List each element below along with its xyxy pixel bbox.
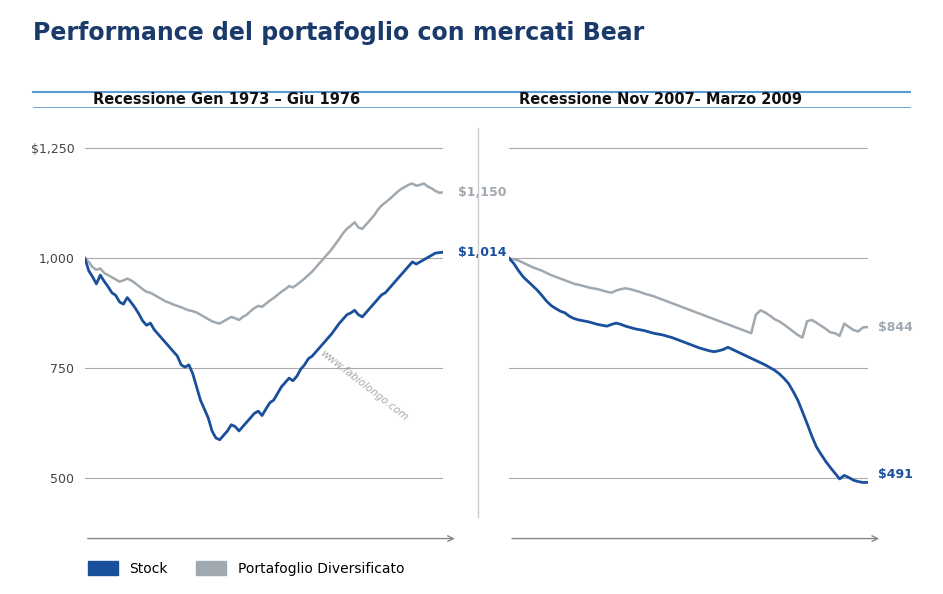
Legend: Stock, Portafoglio Diversificato: Stock, Portafoglio Diversificato	[82, 555, 409, 581]
Text: $1,150: $1,150	[457, 186, 506, 199]
Text: Recessione Nov 2007- Marzo 2009: Recessione Nov 2007- Marzo 2009	[519, 92, 802, 108]
Text: Recessione Gen 1973 – Giu 1976: Recessione Gen 1973 – Giu 1976	[92, 92, 360, 108]
Text: $1,014: $1,014	[457, 246, 506, 259]
Text: $491: $491	[878, 468, 913, 481]
Text: www.fabiolongo.com: www.fabiolongo.com	[319, 348, 410, 422]
Text: Performance del portafoglio con mercati Bear: Performance del portafoglio con mercati …	[33, 21, 644, 45]
Text: $844: $844	[878, 321, 913, 334]
